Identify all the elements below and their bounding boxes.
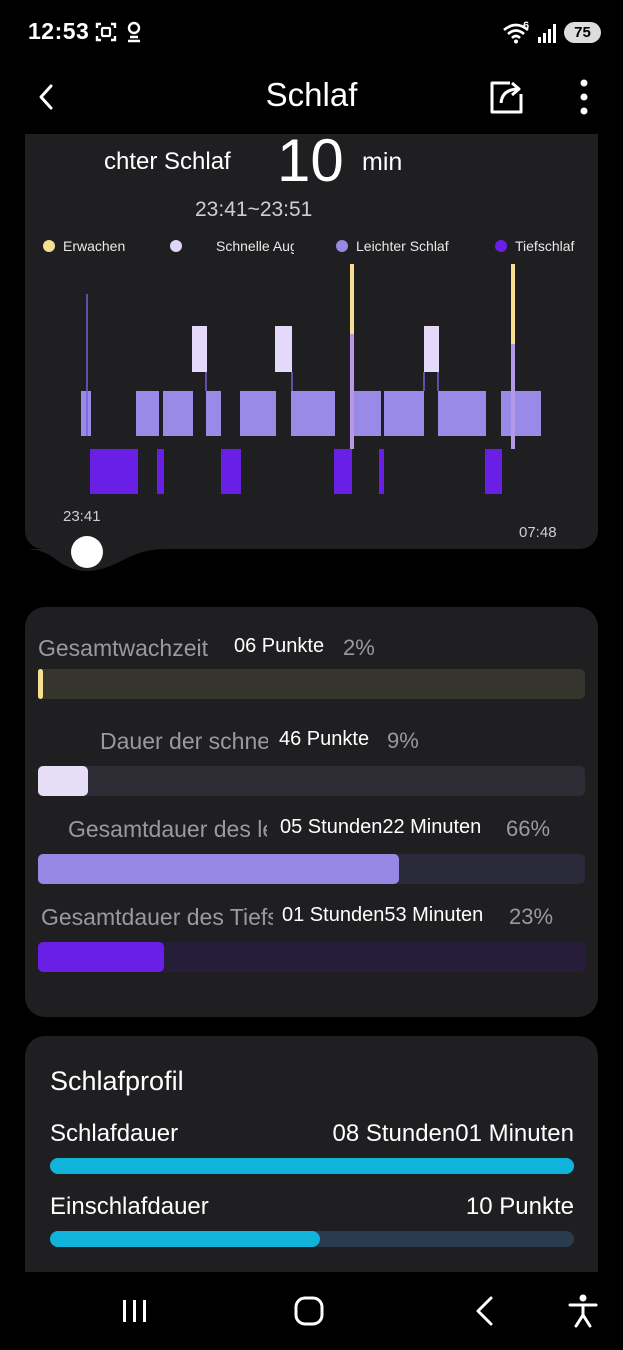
- profile-row-label: Schlafdauer: [50, 1120, 179, 1147]
- share-button[interactable]: [488, 78, 526, 116]
- legend-item-deep: Tiefschlaf: [495, 238, 595, 258]
- stage-value: 01 Stunden53 Minuten: [282, 904, 484, 926]
- legend-label-deep: Tiefschlaf: [515, 238, 575, 254]
- wifi-icon: [503, 23, 529, 44]
- stage-bar-fill: [38, 942, 164, 972]
- profile-row-label: Einschlafdauer: [50, 1193, 209, 1220]
- legend-item-rem: Schnelle Augenbewegung: [170, 238, 294, 258]
- stage-bar-track: [38, 766, 585, 796]
- deep-sleep-segments: [90, 449, 502, 494]
- stage-label: Gesamtdauer des Tiefschlafs: [41, 904, 273, 930]
- status-bar: 12:53 6 75: [0, 0, 623, 66]
- stage-bar-track: [38, 669, 585, 699]
- stage-bar-fill: [38, 854, 399, 884]
- legend-dot-awake: [43, 240, 55, 252]
- sleep-profile-card: Schlafprofil Schlafdauer 08 Stunden01 Mi…: [25, 1036, 598, 1272]
- stage-value: 46 Punkte: [279, 728, 370, 750]
- legend-label-light: Leichter Schlaf: [356, 238, 449, 254]
- stage-time-range: 23:41~23:51: [195, 198, 313, 221]
- legend-label-awake: Erwachen: [63, 238, 126, 254]
- awake-segments: [350, 264, 515, 449]
- legend-dot-light: [336, 240, 348, 252]
- profile-notification-icon: [127, 21, 141, 43]
- rem-segments: [192, 326, 439, 372]
- stage-bar-track: [38, 942, 585, 972]
- more-options-button[interactable]: [572, 78, 596, 116]
- legend-label-rem: Schnelle Augenbewegung: [216, 238, 294, 254]
- accessibility-button[interactable]: [566, 1292, 600, 1330]
- transition-lines: [86, 294, 439, 436]
- screenshot-icon: [95, 22, 117, 42]
- legend-dot-deep: [495, 240, 507, 252]
- legend-dot-rem: [170, 240, 182, 252]
- profile-bar-track: [50, 1158, 574, 1174]
- stage-breakdown-card: Gesamtwachzeit 06 Punkte 2% Dauer der sc…: [25, 607, 598, 1017]
- nav-back-button[interactable]: [468, 1292, 502, 1330]
- light-sleep-segments: [81, 391, 541, 436]
- page-title: Schlaf: [265, 76, 358, 113]
- profile-bar-fill: [50, 1158, 574, 1174]
- stage-percent: 9%: [387, 728, 419, 753]
- stage-percent: 2%: [343, 635, 375, 660]
- profile-row-value: 08 Stunden01 Minuten: [332, 1120, 574, 1147]
- stage-value: 05 Stunden22 Minuten: [280, 816, 482, 838]
- profile-title: Schlafprofil: [50, 1066, 184, 1096]
- timeline-scrubber-handle[interactable]: [71, 536, 103, 568]
- battery-icon: 75: [564, 22, 601, 43]
- stage-duration-value: 10: [277, 134, 344, 194]
- stage-bar-track: [38, 854, 585, 884]
- signal-icon: [538, 24, 556, 43]
- profile-bar-fill: [50, 1231, 320, 1247]
- sleep-stage-card: chter Schlaf 10 min 23:41~23:51 Erwachen…: [25, 134, 598, 549]
- profile-bar-track: [50, 1231, 574, 1247]
- legend-item-light: Leichter Schlaf: [336, 238, 476, 258]
- chart-end-time: 07:48: [519, 524, 557, 541]
- status-time: 12:53: [28, 18, 90, 44]
- back-button[interactable]: [30, 80, 64, 114]
- stage-title: chter Schlaf: [104, 148, 231, 175]
- stage-label: Dauer der schnellen Augenbewegung: [100, 728, 268, 754]
- stage-bar-fill: [38, 669, 43, 699]
- system-nav-bar: [0, 1272, 623, 1350]
- chart-start-time: 23:41: [63, 508, 101, 525]
- stage-label: Gesamtwachzeit: [38, 635, 209, 661]
- profile-row-value: 10 Punkte: [465, 1193, 574, 1220]
- recents-button[interactable]: [118, 1292, 152, 1330]
- stage-percent: 66%: [506, 816, 551, 841]
- wifi-badge: 6: [523, 20, 530, 32]
- stage-percent: 23%: [509, 904, 554, 929]
- app-bar: Schlaf: [0, 66, 623, 128]
- stage-bar-fill: [38, 766, 88, 796]
- legend-item-awake: Erwachen: [43, 238, 153, 258]
- stage-duration-unit: min: [362, 148, 403, 176]
- home-button[interactable]: [292, 1292, 326, 1330]
- hypnogram-chart[interactable]: [25, 134, 598, 549]
- stage-value: 06 Punkte: [234, 635, 325, 657]
- stage-label: Gesamtdauer des leichten Schlafs: [68, 816, 267, 842]
